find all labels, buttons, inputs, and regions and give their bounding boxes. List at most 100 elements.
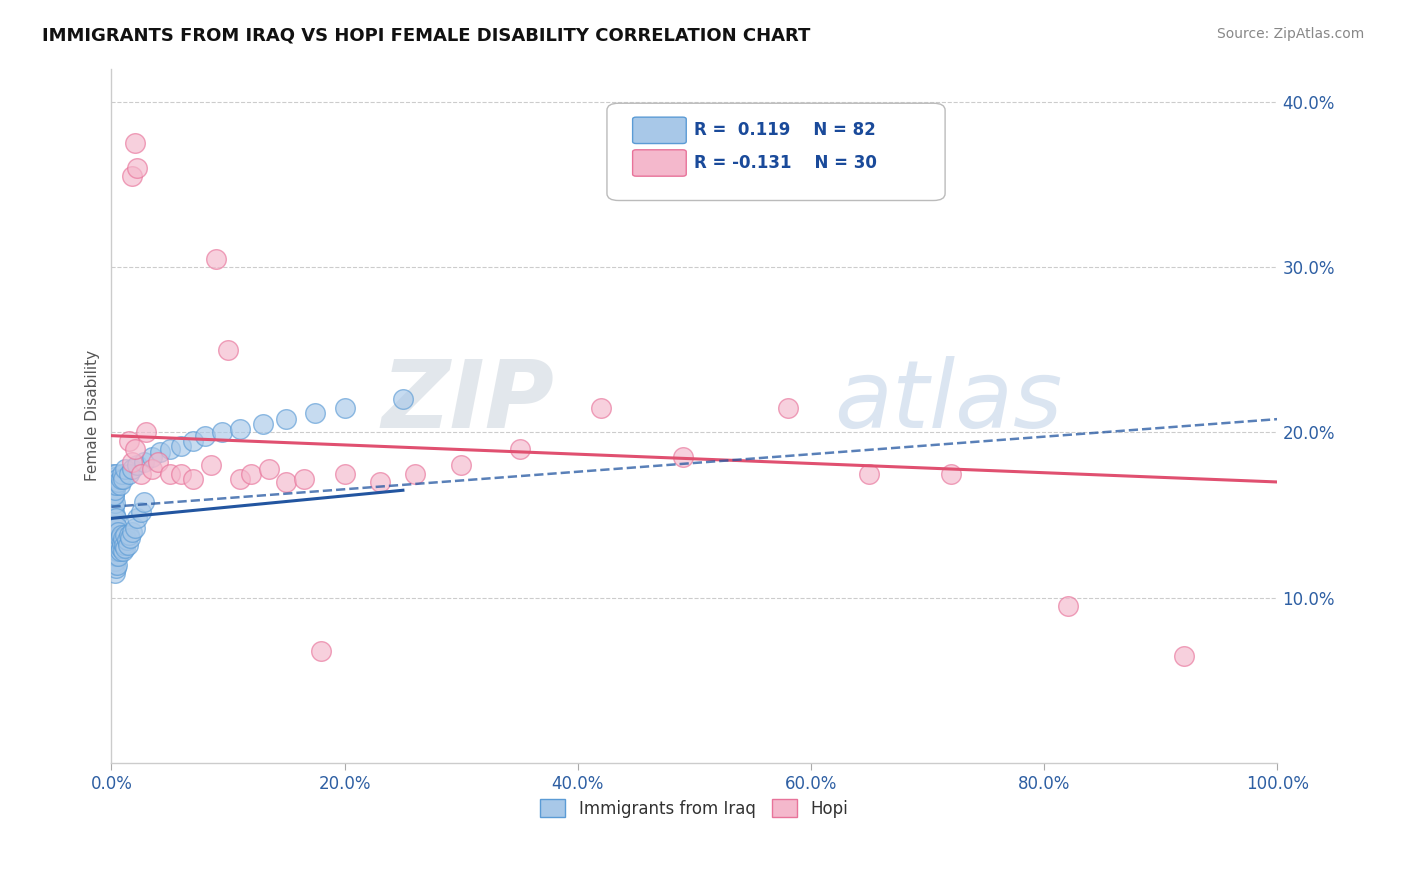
Point <box>104 566 127 580</box>
Point <box>124 521 146 535</box>
Point <box>392 392 415 407</box>
Point <box>105 478 128 492</box>
Point <box>194 428 217 442</box>
Point <box>105 524 128 539</box>
Point <box>103 544 125 558</box>
Point <box>104 483 127 498</box>
Point <box>240 467 263 481</box>
Point <box>112 538 135 552</box>
Point <box>108 531 131 545</box>
Point <box>105 561 128 575</box>
Point <box>103 500 125 514</box>
Point <box>105 519 128 533</box>
Point <box>105 549 128 564</box>
Point <box>101 516 124 531</box>
Point <box>105 544 128 558</box>
Point <box>333 467 356 481</box>
Point <box>311 643 333 657</box>
Point <box>112 472 135 486</box>
Legend: Immigrants from Iraq, Hopi: Immigrants from Iraq, Hopi <box>534 793 855 824</box>
Point <box>129 467 152 481</box>
Point <box>858 467 880 481</box>
Point <box>103 511 125 525</box>
Point <box>105 467 128 481</box>
Point <box>939 467 962 481</box>
Text: ZIP: ZIP <box>381 356 554 448</box>
Point <box>159 442 181 456</box>
Point <box>170 467 193 481</box>
Text: R =  0.119    N = 82: R = 0.119 N = 82 <box>695 121 876 139</box>
Point <box>776 401 799 415</box>
Point <box>101 467 124 481</box>
Point <box>591 401 613 415</box>
Point <box>111 467 134 481</box>
Point <box>129 505 152 519</box>
Point <box>276 412 298 426</box>
Point <box>103 521 125 535</box>
Point <box>118 434 141 448</box>
Point <box>103 475 125 489</box>
Point <box>101 478 124 492</box>
Point <box>118 467 141 481</box>
Point <box>304 405 326 419</box>
Y-axis label: Female Disability: Female Disability <box>86 351 100 482</box>
Point <box>368 475 391 489</box>
FancyBboxPatch shape <box>633 117 686 144</box>
FancyBboxPatch shape <box>607 103 945 201</box>
Point <box>121 524 143 539</box>
Point <box>108 544 131 558</box>
Point <box>228 422 250 436</box>
Point <box>121 455 143 469</box>
Point <box>141 450 163 465</box>
Point <box>117 538 139 552</box>
Point <box>101 528 124 542</box>
Point <box>104 554 127 568</box>
Point <box>104 530 127 544</box>
Point <box>672 450 695 465</box>
Point <box>108 478 131 492</box>
Point <box>124 442 146 456</box>
Point <box>110 528 132 542</box>
Point <box>252 417 274 431</box>
Point <box>107 538 129 552</box>
Point <box>121 169 143 183</box>
Point <box>159 467 181 481</box>
Point <box>107 549 129 564</box>
Point <box>132 455 155 469</box>
Point <box>111 536 134 550</box>
Point <box>170 439 193 453</box>
Point <box>104 508 127 522</box>
Point <box>125 458 148 473</box>
Point <box>104 518 127 533</box>
Point <box>333 401 356 415</box>
Point <box>141 462 163 476</box>
Point <box>112 544 135 558</box>
Point <box>103 558 125 572</box>
Point <box>228 472 250 486</box>
Point <box>146 455 169 469</box>
Point <box>181 434 204 448</box>
Point <box>114 541 136 555</box>
Point <box>120 531 142 545</box>
Point <box>404 467 426 481</box>
Point <box>292 472 315 486</box>
Point <box>205 252 228 266</box>
Point <box>200 458 222 473</box>
Point <box>110 472 132 486</box>
Point <box>118 528 141 542</box>
Point <box>101 495 124 509</box>
Point <box>103 533 125 547</box>
Point <box>217 343 239 357</box>
Text: R = -0.131    N = 30: R = -0.131 N = 30 <box>695 154 877 172</box>
Point <box>105 511 128 525</box>
Point <box>110 541 132 555</box>
Point <box>107 524 129 539</box>
Point <box>121 462 143 476</box>
Point <box>104 496 127 510</box>
Point <box>104 541 127 555</box>
Point <box>115 533 138 547</box>
Text: atlas: atlas <box>834 357 1063 448</box>
Point <box>149 445 172 459</box>
Point <box>114 528 136 542</box>
Point <box>105 533 128 547</box>
